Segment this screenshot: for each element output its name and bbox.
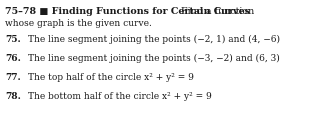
Text: 75–78 ■ Finding Functions for Certain Curves: 75–78 ■ Finding Functions for Certain Cu…: [5, 7, 250, 16]
Text: 75.: 75.: [5, 35, 21, 44]
Text: The line segment joining the points (−3, −2) and (6, 3): The line segment joining the points (−3,…: [28, 54, 280, 63]
Text: 76.: 76.: [5, 54, 21, 63]
Text: The top half of the circle x² + y² = 9: The top half of the circle x² + y² = 9: [28, 73, 194, 82]
Text: 78.: 78.: [5, 92, 21, 101]
Text: 77.: 77.: [5, 73, 21, 82]
Text: Find a function: Find a function: [175, 7, 254, 16]
Text: The line segment joining the points (−2, 1) and (4, −6): The line segment joining the points (−2,…: [28, 35, 280, 44]
Text: whose graph is the given curve.: whose graph is the given curve.: [5, 19, 152, 28]
Text: The bottom half of the circle x² + y² = 9: The bottom half of the circle x² + y² = …: [28, 92, 212, 101]
